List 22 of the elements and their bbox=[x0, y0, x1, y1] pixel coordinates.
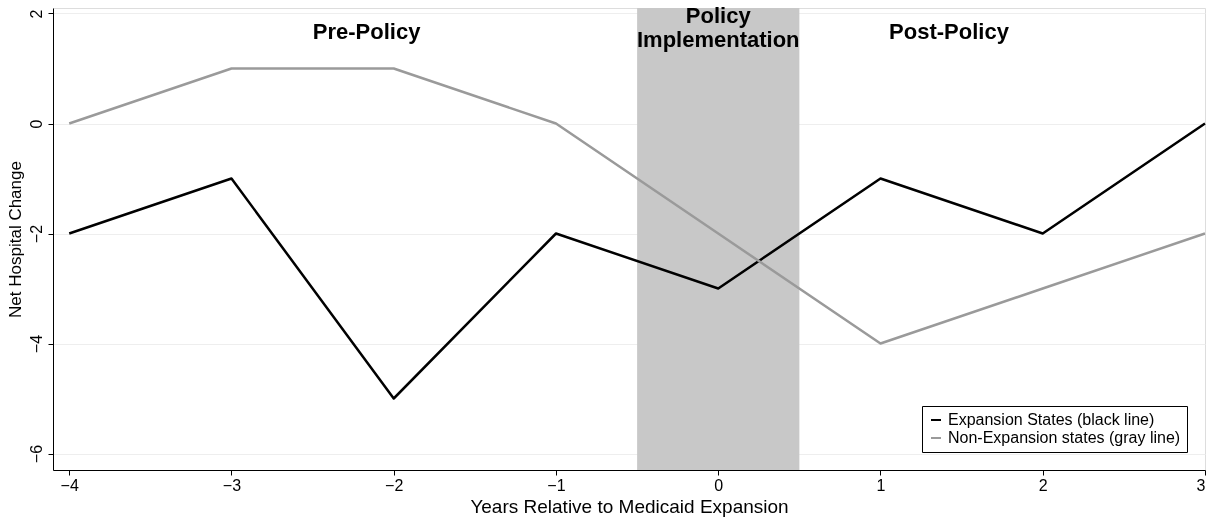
x-tick-label: −2 bbox=[385, 476, 404, 494]
legend-label: Non-Expansion states (gray line) bbox=[948, 429, 1181, 446]
legend-label: Expansion States (black line) bbox=[948, 411, 1155, 428]
annotation: Post-Policy bbox=[889, 19, 1010, 44]
x-tick-label: 2 bbox=[1038, 476, 1048, 494]
annotation: Pre-Policy bbox=[312, 19, 422, 44]
x-tick-label: 0 bbox=[714, 476, 724, 494]
x-tick-label: −1 bbox=[547, 476, 566, 494]
y-axis-title: Net Hospital Change bbox=[5, 161, 25, 318]
y-tick-label: −4 bbox=[27, 334, 45, 354]
band-label: Policy Implementation bbox=[636, 3, 800, 52]
x-tick-label: −3 bbox=[222, 476, 242, 494]
x-tick-label: −4 bbox=[60, 476, 79, 494]
y-tick-label: −6 bbox=[27, 444, 45, 464]
line-series bbox=[67, 122, 1207, 400]
x-axis-title: Years Relative to Medicaid Expansion bbox=[470, 495, 789, 517]
y-tick-label: 2 bbox=[27, 9, 45, 19]
x-tick-label: 1 bbox=[876, 476, 886, 494]
line-series bbox=[67, 67, 1207, 345]
y-tick-label: −2 bbox=[27, 224, 45, 244]
x-tick-label: 3 bbox=[1196, 476, 1206, 494]
y-tick-label: 0 bbox=[27, 119, 45, 129]
